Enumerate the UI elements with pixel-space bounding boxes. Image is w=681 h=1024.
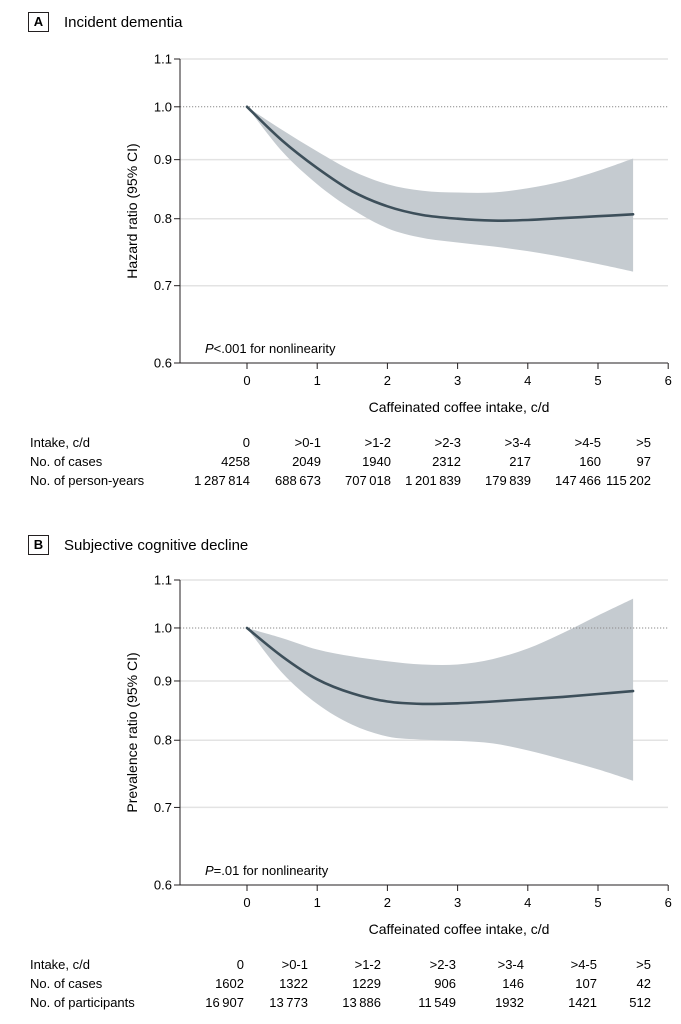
nonlinearity-annotation: P<.001 for nonlinearity xyxy=(205,341,336,356)
y-axis-title: Hazard ratio (95% CI) xyxy=(124,143,140,278)
estimate-line xyxy=(245,105,635,222)
panel-letter-box xyxy=(28,12,49,32)
y-tick-label: 0.6 xyxy=(154,878,172,893)
table-row-label: No. of cases xyxy=(30,976,103,991)
table-cell: >3-4 xyxy=(505,435,531,450)
x-tick-label: 2 xyxy=(384,895,391,910)
table-cell: 0 xyxy=(243,435,250,450)
x-tick-label: 3 xyxy=(454,373,461,388)
table-cell: 688 673 xyxy=(275,473,321,488)
x-tick-label: 0 xyxy=(243,373,250,388)
x-axis-title: Caffeinated coffee intake, c/d xyxy=(369,921,550,937)
table-cell: >3-4 xyxy=(498,957,524,972)
x-tick-label: 4 xyxy=(524,373,531,388)
table-cell: 160 xyxy=(579,454,601,469)
table-cell: 1421 xyxy=(568,995,597,1010)
confidence-band xyxy=(247,598,634,781)
table-cell: 217 xyxy=(509,454,531,469)
table-row-label: Intake, c/d xyxy=(30,957,90,972)
y-tick-label: 0.9 xyxy=(154,673,172,688)
table-cell: 1 201 839 xyxy=(405,473,461,488)
table-cell: 147 466 xyxy=(555,473,601,488)
x-tick-label: 1 xyxy=(314,895,321,910)
table-cell: 2049 xyxy=(292,454,321,469)
p-value-text: =.01 for nonlinearity xyxy=(214,863,329,878)
p-symbol: P xyxy=(205,863,214,878)
table-cell: 4258 xyxy=(221,454,250,469)
table-cell: 115 202 xyxy=(606,473,651,488)
table-cell: >4-5 xyxy=(571,957,597,972)
x-axis-title: Caffeinated coffee intake, c/d xyxy=(369,399,550,415)
y-tick-label: 0.9 xyxy=(154,152,172,167)
table-cell: 906 xyxy=(434,976,456,991)
x-tick-label: 6 xyxy=(665,373,672,388)
y-tick-label: 0.6 xyxy=(154,356,172,371)
y-tick-label: 1.0 xyxy=(154,99,172,114)
table-cell: 1 287 814 xyxy=(194,473,250,488)
panel-b: B Subjective cognitive decline 0.6 0.7 0.8 0.… xyxy=(28,535,672,1010)
table-cell: >5 xyxy=(636,435,651,450)
table-cell: 107 xyxy=(575,976,597,991)
table-cell: 1229 xyxy=(352,976,381,991)
panel-letter: A xyxy=(34,14,44,29)
x-tick-label: 5 xyxy=(594,895,601,910)
y-tick-label: 0.8 xyxy=(154,211,172,226)
table-cell: 512 xyxy=(629,995,651,1010)
x-tick-label: 5 xyxy=(594,373,601,388)
table-cell: 1940 xyxy=(362,454,391,469)
table-cell: >2-3 xyxy=(435,435,461,450)
panel-letter: B xyxy=(34,537,43,552)
y-tick-label: 0.7 xyxy=(154,800,172,815)
y-tick-label: 1.1 xyxy=(154,52,172,67)
table-row-label: No. of cases xyxy=(30,454,103,469)
panel-title: Subjective cognitive decline xyxy=(64,537,248,554)
x-tick-label: 2 xyxy=(384,373,391,388)
panel-title: Incident dementia xyxy=(64,14,183,31)
table-cell: >0-1 xyxy=(295,435,321,450)
p-symbol: P xyxy=(205,341,214,356)
x-tick-label: 4 xyxy=(524,895,531,910)
table-cell: >1-2 xyxy=(355,957,381,972)
y-tick-label: 1.0 xyxy=(154,620,172,635)
table-cell: 97 xyxy=(637,454,651,469)
table-cell: >0-1 xyxy=(282,957,308,972)
table-row-label: Intake, c/d xyxy=(30,435,90,450)
table-cell: >4-5 xyxy=(575,435,601,450)
estimate-line xyxy=(245,626,635,706)
table-cell: >2-3 xyxy=(430,957,456,972)
table-cell: 13 773 xyxy=(269,995,308,1010)
x-tick-label: 3 xyxy=(454,895,461,910)
panel-letter-box xyxy=(28,535,49,555)
table-cell: 146 xyxy=(502,976,524,991)
table-cell: 1322 xyxy=(279,976,308,991)
table-cell: 1602 xyxy=(215,976,244,991)
y-tick-label: 0.7 xyxy=(154,278,172,293)
data-table: Intake, c/d 0 >0-1 >1-2 >2-3 >3-4 >4-5 >5 No. of… xyxy=(30,435,651,488)
table-cell: 42 xyxy=(637,976,651,991)
table-cell: 0 xyxy=(237,957,244,972)
table-row-label: No. of person-years xyxy=(30,473,145,488)
data-table: Intake, c/d 0 >0-1 >1-2 >2-3 >3-4 >4-5 >5 No. of… xyxy=(30,957,651,1010)
table-cell: 2312 xyxy=(432,454,461,469)
table-cell: >1-2 xyxy=(365,435,391,450)
x-tick-label: 1 xyxy=(314,373,321,388)
table-cell: 11 549 xyxy=(418,995,456,1010)
y-tick-label: 1.1 xyxy=(154,573,172,588)
table-cell: 1932 xyxy=(495,995,524,1010)
nonlinearity-annotation: P=.01 for nonlinearity xyxy=(205,863,329,878)
table-cell: 16 907 xyxy=(205,995,244,1010)
table-cell: 707 018 xyxy=(345,473,391,488)
table-cell: 179 839 xyxy=(485,473,531,488)
table-row-label: No. of participants xyxy=(30,995,135,1010)
y-tick-label: 0.8 xyxy=(154,733,172,748)
x-tick-label: 6 xyxy=(665,895,672,910)
table-cell: 13 886 xyxy=(342,995,381,1010)
confidence-band xyxy=(247,106,634,272)
table-cell: >5 xyxy=(636,957,651,972)
y-axis-title: Prevalence ratio (95% CI) xyxy=(124,652,140,812)
p-value-text: <.001 for nonlinearity xyxy=(214,341,336,356)
x-tick-label: 0 xyxy=(243,895,250,910)
